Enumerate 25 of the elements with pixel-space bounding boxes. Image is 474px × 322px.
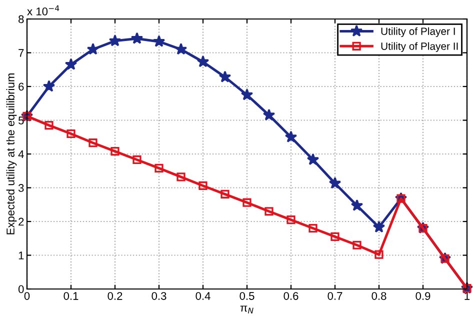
y-tick-label: 5 <box>18 116 24 124</box>
x-tick-label: 0.5 <box>240 292 254 300</box>
x-tick-label: 0.8 <box>372 292 386 300</box>
x-tick-label: 0.1 <box>64 292 78 300</box>
y-axis-title: Expected utility at the equilibrium <box>6 74 17 234</box>
y-tick-label: 7 <box>18 49 24 57</box>
y-tick-label: 6 <box>18 82 24 91</box>
y-tick-label: 1 <box>18 252 24 260</box>
y-tick-label: 8 <box>18 15 24 24</box>
x-tick-label: 0.9 <box>416 292 430 300</box>
x-tick-label: 0.7 <box>328 292 342 300</box>
text: x 10$^{−4}$ <box>27 5 60 16</box>
x-tick-label: 0.2 <box>108 292 122 300</box>
y-tick-label: 4 <box>18 150 24 158</box>
x-tick-label: 0.4 <box>196 292 210 300</box>
legend-label: Utility of Player I <box>381 27 455 38</box>
y-tick-label: 0 <box>18 285 24 294</box>
x-tick-label: 0.3 <box>152 292 166 300</box>
y-tick-label: 2 <box>18 218 24 226</box>
x-axis-title: π$_{N}$ <box>240 306 254 314</box>
x-tick-label: 0.6 <box>284 292 298 300</box>
y-tick-label: 3 <box>18 184 24 192</box>
x-tick-label: 1 <box>464 292 470 300</box>
x-tick-label: 0 <box>24 292 30 300</box>
legend-label: Utility of Player II <box>381 42 458 52</box>
